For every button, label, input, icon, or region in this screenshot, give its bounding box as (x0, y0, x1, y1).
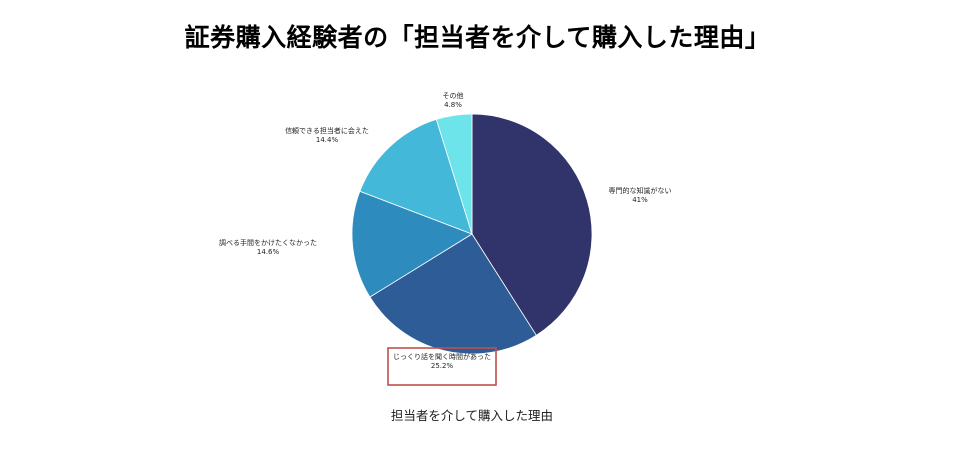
slice-label-1: 専門的な知識がない (609, 186, 672, 195)
pie-slice-1 (471, 113, 593, 336)
pie-slice-5 (435, 113, 473, 235)
slice-label-4: 信頼できる担当者に会えた (285, 126, 369, 135)
slice-value-label-1: 41% (632, 196, 648, 204)
pie-slice-2 (369, 233, 537, 355)
chart-caption: 担当者を介して購入した理由 (391, 408, 553, 423)
slice-value-label-5: 4.8% (444, 101, 462, 109)
slice-label-3: 調べる手間をかけたくなかった (219, 238, 317, 247)
slice-value-label-3: 14.6% (257, 248, 280, 256)
highlight-box (387, 347, 497, 386)
page-title: 証券購入経験者の「担当者を介して購入した理由」 (184, 23, 771, 52)
pie-slice-3 (351, 190, 473, 298)
slice-label-2: じっくり話を聞く時間があった (393, 352, 491, 361)
slice-value-label-4: 14.4% (316, 136, 339, 144)
slice-value-label-2: 25.2% (431, 362, 454, 370)
pie-slice-4 (359, 118, 473, 235)
slice-label-5: その他 (443, 91, 464, 100)
pie-slices (351, 113, 593, 355)
